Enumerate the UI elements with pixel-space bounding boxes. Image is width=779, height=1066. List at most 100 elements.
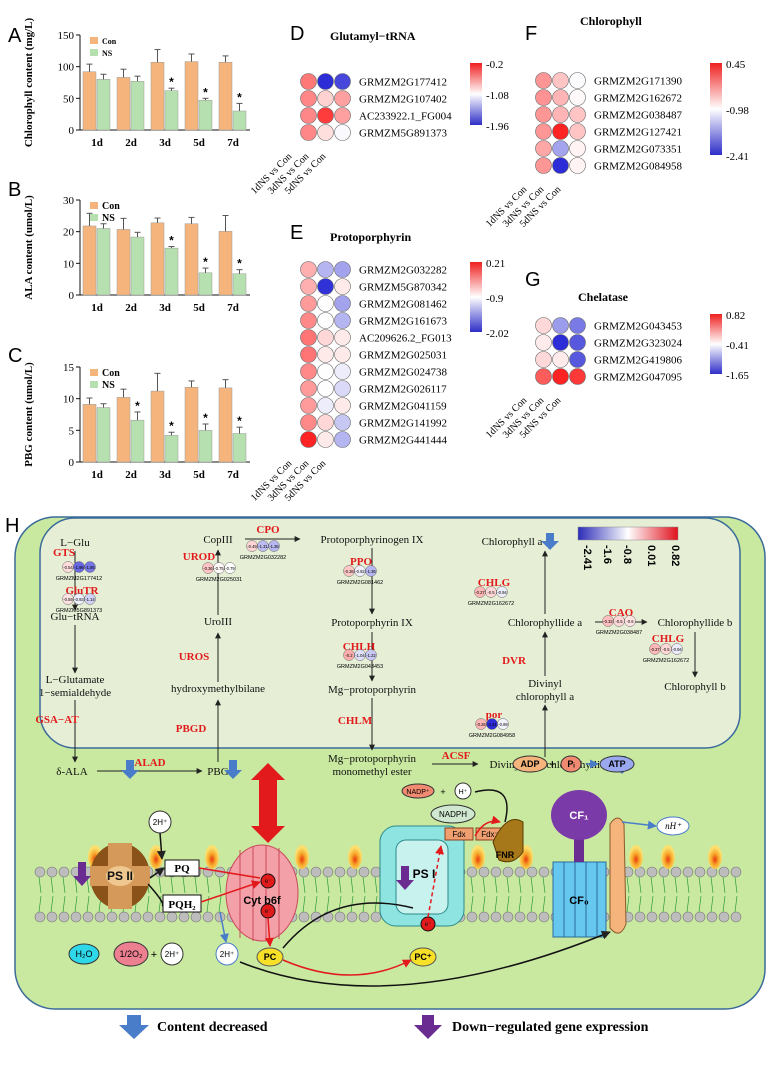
electron-label-1: e⁻ — [265, 879, 272, 885]
enzyme-chlg1-gene: GRMZM2G162672 — [468, 601, 514, 607]
enzyme-urod-value-0: -0.36 — [203, 566, 213, 571]
bar-ns-7d — [232, 273, 247, 296]
metabolite-chl-a: Chlorophyll a — [482, 536, 543, 548]
bar-ns-1d — [96, 407, 111, 463]
heatmap-cell-0-1 — [317, 73, 334, 90]
lipid-head-top — [502, 866, 514, 878]
y-tick-label-1: 10 — [63, 258, 75, 270]
legend-label-ns: NS — [102, 213, 115, 224]
lipid-head-top — [730, 866, 742, 878]
scale-label-2: -0.8 — [621, 545, 633, 564]
o2-label: 1/2O₂ — [119, 949, 143, 959]
heatmap-row-label: GRMZM2G024738 — [359, 367, 448, 379]
hplus-circle — [454, 782, 472, 800]
lipid-head-bottom — [526, 911, 538, 923]
x-tick-label-5d: 5d — [193, 469, 205, 481]
heatmap-cell-4-2 — [569, 140, 586, 157]
atp-label: ATP — [608, 759, 625, 769]
bar-chart-b: 0 10 20 30 ALA content (umol/L) 1d 2d * 3d * 5d * 7d… — [23, 195, 250, 314]
panel-letter-c: C — [8, 345, 22, 367]
bar-con-7d — [218, 231, 233, 296]
hplus-label: H⁺ — [459, 789, 468, 796]
bar-con-3d — [150, 390, 165, 463]
enzyme-chlg2-value-0: -0.27 — [650, 647, 660, 652]
heatmap-row-label: GRMZM2G025031 — [359, 350, 447, 362]
lipid-head-bottom — [730, 911, 742, 923]
twoh-bottom-label: 2H⁺ — [220, 950, 234, 959]
bar-con-2d — [116, 229, 131, 296]
fnr-label: FNR — [496, 850, 515, 860]
heatmap-cell-7-2 — [334, 380, 351, 397]
heatmap-cell-0-2 — [334, 73, 351, 90]
metabolite-chlide-b: Chlorophyllide b — [658, 617, 733, 629]
significance-star-5d: * — [203, 85, 208, 99]
heatmap-cell-2-2 — [334, 107, 351, 124]
metabolite-glutrna: Glu−tRNA — [51, 611, 100, 623]
heatmap-cell-9-1 — [317, 414, 334, 431]
metabolite-mgproto: Mg−protoporphyrin — [328, 684, 417, 696]
lipid-tail-bottom — [626, 895, 630, 913]
x-tick-label-3d: 3d — [159, 137, 171, 149]
heatmap-cell-0-0 — [300, 73, 317, 90]
lipid-tail-bottom — [518, 895, 522, 913]
heatmap-legend-label-1: -0.9 — [486, 293, 504, 305]
pcplus-label: PC⁺ — [414, 952, 432, 962]
nh-ellipse — [656, 816, 690, 836]
bar-ns-3d — [164, 435, 179, 463]
heatmap-legend-label-2: -2.41 — [726, 151, 749, 163]
metabolite-mgme-2: monomethyl ester — [332, 766, 411, 778]
legend-down-regulated: Down−regulated gene expression — [452, 1020, 649, 1035]
y-axis-label: Chlorophyll content (mg/L) — [23, 17, 35, 147]
heatmap-row-label: GRMZM2G177412 — [359, 77, 447, 89]
heatmap-cell-9-2 — [334, 414, 351, 431]
lipid-tail-bottom — [62, 895, 66, 913]
lipid-tail-top — [218, 876, 222, 894]
o2-ellipse — [113, 941, 149, 967]
lipid-head-bottom — [682, 911, 694, 923]
lipid-tail-top — [542, 876, 546, 894]
lipid-head-bottom — [190, 911, 202, 923]
metabolite-mgme-1: Mg−protoporphyrin — [328, 753, 417, 765]
pathway-box — [39, 517, 741, 749]
lipid-tail-top — [506, 876, 510, 894]
pigment-flame-3 — [295, 845, 309, 869]
significance-star-3d: * — [169, 234, 174, 248]
y-axis-label: ALA content (umol/L) — [23, 195, 35, 300]
lipid-head-bottom — [82, 911, 94, 923]
pigment-flame-4 — [348, 845, 362, 869]
fdx-minus-label: Fdx⁻ — [481, 830, 499, 839]
heatmap-cell-2-2 — [334, 295, 351, 312]
lipid-tail-bottom — [302, 895, 306, 913]
heatmap-row-label: GRMZM2G323024 — [594, 338, 683, 350]
y-tick-label-0: 0 — [69, 457, 75, 469]
heatmap-title: Protoporphyrin — [330, 230, 411, 244]
heatmap-cell-1-0 — [300, 90, 317, 107]
enzyme-ppo: PPO — [350, 556, 372, 568]
heatmap-cell-0-1 — [552, 317, 569, 334]
x-tick-label-3d: 3d — [159, 302, 171, 314]
legend-label-ns: NS — [102, 380, 115, 391]
significance-star-2d: * — [135, 399, 140, 413]
heatmap-cell-3-1 — [552, 123, 569, 140]
pi-label: Pᵢ — [567, 759, 575, 769]
metabolite-chl-b: Chlorophyll b — [664, 681, 726, 693]
lipid-tail-top — [482, 876, 486, 894]
heatmap-cell-2-1 — [552, 351, 569, 368]
enzyme-glutr-gene: GRMZM5G891373 — [56, 608, 102, 614]
lipid-tail-bottom — [326, 895, 330, 913]
cytb6f-label: Cyt b6f — [243, 895, 281, 907]
ps1-label: PS I — [413, 867, 436, 881]
lipid-head-bottom — [94, 911, 106, 923]
enzyme-cao-value-1: -0.5 — [615, 619, 623, 624]
down-arrow-chl-a — [541, 533, 559, 550]
panel-letter-a: A — [8, 25, 22, 47]
lipid-head-top — [34, 866, 46, 878]
lipid-tail-bottom — [350, 895, 354, 913]
lipid-tail-top — [374, 876, 378, 894]
bar-ns-2d — [130, 80, 145, 131]
lipid-head-top — [358, 866, 370, 878]
lipid-tail-bottom — [314, 895, 318, 913]
heatmap-cell-0-0 — [300, 261, 317, 278]
